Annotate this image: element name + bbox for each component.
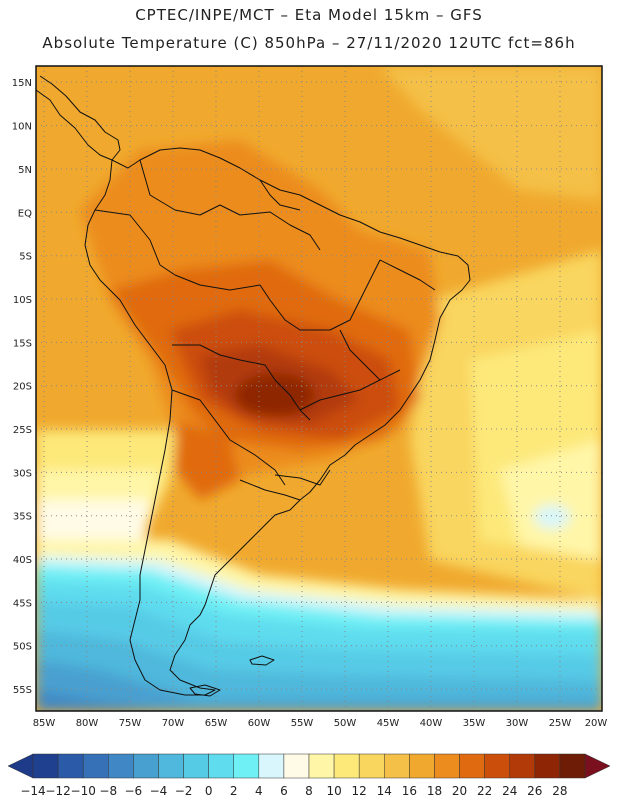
lat-label: 15S xyxy=(13,338,32,349)
lon-label: 60W xyxy=(248,718,271,729)
lon-label: 75W xyxy=(119,718,142,729)
colorbar-label: −2 xyxy=(175,784,193,798)
colorbar-label: 8 xyxy=(305,784,313,798)
lon-label: 70W xyxy=(162,718,185,729)
lat-label: 35S xyxy=(13,512,32,523)
colorbar-cell xyxy=(358,753,385,779)
lon-label: 45W xyxy=(377,718,400,729)
lon-label: 55W xyxy=(291,718,314,729)
colorbar-label: 6 xyxy=(280,784,288,798)
lat-label: 5S xyxy=(19,252,32,263)
latitude-labels: 15N 10N 5N EQ 5S 10S 15S 20S 25S 30S 35S… xyxy=(12,78,32,696)
lon-label: 40W xyxy=(420,718,443,729)
lat-label: 15N xyxy=(12,78,32,89)
map-field xyxy=(36,66,602,711)
colorbar-cell xyxy=(534,753,561,779)
colorbar-cell xyxy=(233,753,260,779)
colorbar-label: 0 xyxy=(205,784,213,798)
colorbar-cell xyxy=(509,753,536,779)
colorbar-cell xyxy=(459,753,485,779)
colorbar-low-arrow xyxy=(7,753,34,779)
colorbar-label: 20 xyxy=(452,784,467,798)
colorbar-cell xyxy=(308,753,335,779)
lat-label: EQ xyxy=(18,208,32,219)
lat-label: 40S xyxy=(13,555,32,566)
lon-label: 25W xyxy=(549,718,572,729)
lat-label: 45S xyxy=(13,598,32,609)
colorbar-label: 14 xyxy=(377,784,392,798)
lat-label: 20S xyxy=(13,382,32,393)
lon-label: 30W xyxy=(506,718,529,729)
longitude-labels: 85W 80W 75W 70W 65W 60W 55W 50W 45W 40W … xyxy=(33,718,608,729)
colorbar-label: 10 xyxy=(326,784,341,798)
colorbar-cell xyxy=(258,753,285,779)
colorbar-cell xyxy=(158,753,184,779)
lon-label: 65W xyxy=(205,718,228,729)
colorbar-cell xyxy=(434,753,460,779)
colorbar-cell xyxy=(283,753,310,779)
colorbar-cell xyxy=(484,753,510,779)
colorbar-cell xyxy=(82,753,109,779)
lon-label: 85W xyxy=(33,718,56,729)
colorbar-high-arrow xyxy=(584,753,611,779)
colorbar-cell xyxy=(32,753,59,779)
colorbar-cell xyxy=(183,753,209,779)
colorbar: −14 −12 −10 −8 −6 −4 −2 0 2 4 6 8 10 12 14 16 18 20 22 24 26… xyxy=(7,753,611,798)
colorbar-label: −6 xyxy=(125,784,143,798)
lat-label: 50S xyxy=(13,642,32,653)
colorbar-label: 18 xyxy=(427,784,442,798)
colorbar-label: −4 xyxy=(150,784,168,798)
lon-label: 20W xyxy=(585,718,608,729)
colorbar-label: −10 xyxy=(71,784,96,798)
colorbar-label: −12 xyxy=(45,784,70,798)
lat-label: 10S xyxy=(13,295,32,306)
map-title-line-1: CPTEC/INPE/MCT – Eta Model 15km – GFS xyxy=(135,6,483,24)
colorbar-cell xyxy=(409,753,435,779)
colorbar-cell xyxy=(108,753,134,779)
lat-label: 10N xyxy=(12,122,32,133)
colorbar-cell xyxy=(384,753,410,779)
lon-label: 35W xyxy=(463,718,486,729)
colorbar-label: 22 xyxy=(477,784,492,798)
lat-label: 25S xyxy=(13,425,32,436)
colorbar-label: 26 xyxy=(527,784,542,798)
colorbar-label: 4 xyxy=(255,784,263,798)
colorbar-cell xyxy=(133,753,159,779)
colorbar-cell xyxy=(559,753,586,779)
map-frame xyxy=(35,65,603,712)
colorbar-label: 2 xyxy=(230,784,238,798)
lat-label: 30S xyxy=(13,468,32,479)
colorbar-label: 24 xyxy=(502,784,517,798)
lon-label: 50W xyxy=(334,718,357,729)
colorbar-label: 28 xyxy=(552,784,567,798)
lon-label: 80W xyxy=(76,718,99,729)
lat-label: 5N xyxy=(18,165,32,176)
colorbar-label: 16 xyxy=(402,784,417,798)
colorbar-cell xyxy=(333,753,360,779)
colorbar-cell xyxy=(208,753,234,779)
colorbar-label: −14 xyxy=(20,784,45,798)
map-title-line-2: Absolute Temperature (C) 850hPa – 27/11/… xyxy=(42,34,576,52)
lat-label: 55S xyxy=(13,685,32,696)
colorbar-cell xyxy=(57,753,84,779)
colorbar-label: −8 xyxy=(99,784,117,798)
colorbar-label: 12 xyxy=(352,784,367,798)
coastlines xyxy=(36,75,471,697)
